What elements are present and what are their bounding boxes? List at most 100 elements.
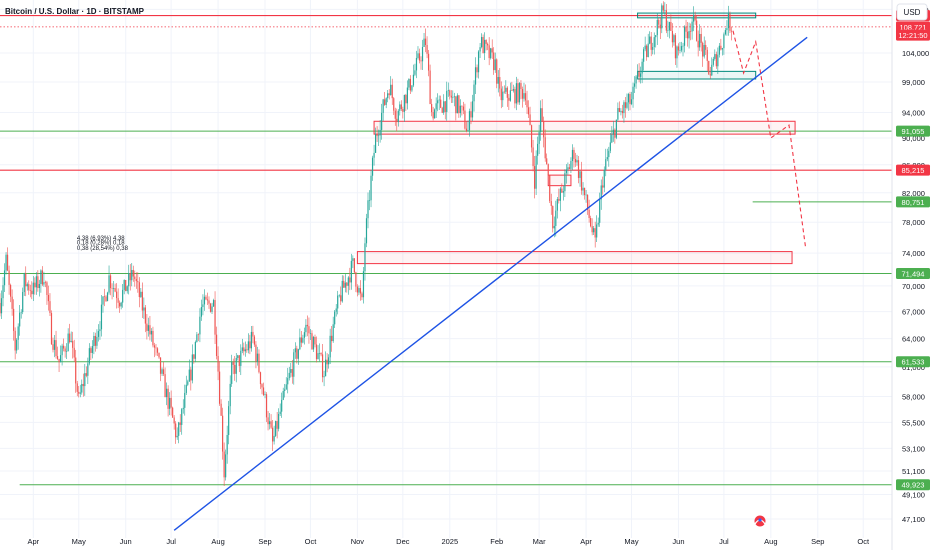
candle [494, 52, 496, 73]
candle [730, 26, 733, 41]
candle [399, 101, 401, 116]
candle-body [164, 374, 166, 398]
candle-body [693, 15, 695, 22]
candle-body [258, 353, 260, 373]
trendline [173, 36, 808, 531]
candle-body [600, 185, 602, 200]
candle-body [659, 24, 661, 29]
candle-body [11, 296, 13, 309]
price-axis-tick-label: 64,000 [902, 335, 925, 344]
candle [312, 335, 315, 352]
candle [712, 56, 714, 67]
candle-body [458, 95, 460, 114]
candle-body [717, 54, 719, 67]
candle-body [643, 49, 645, 62]
candle [621, 104, 624, 119]
candle-body [109, 275, 112, 289]
candle-body [78, 391, 80, 394]
candle-body [384, 99, 386, 105]
candle-body [334, 311, 336, 325]
candle-body [188, 369, 190, 382]
candle [84, 363, 86, 396]
candle [527, 100, 530, 119]
price-tag-bg [896, 125, 930, 137]
candle-body [623, 102, 625, 114]
time-axis[interactable]: Apr May Jun Jul Aug Sep Oct Nov Dec 2025 Feb Mar Apr… [27, 537, 869, 546]
candle [275, 420, 277, 437]
candle [700, 27, 702, 52]
candle [262, 382, 265, 397]
candle-body [297, 349, 299, 359]
candle-body [696, 20, 698, 41]
candle-body [488, 45, 490, 59]
price-axis-tick-label: 55,500 [902, 418, 925, 427]
candle [677, 43, 680, 56]
candle-body [141, 291, 143, 311]
candle [720, 38, 722, 51]
candle [81, 379, 83, 395]
candle [182, 399, 184, 414]
zone-range-low [637, 70, 757, 80]
candle [524, 84, 527, 105]
time-axis-tick-label: Sep [258, 537, 271, 546]
candle [250, 325, 252, 352]
candle [40, 269, 42, 293]
candle-body [567, 167, 569, 170]
zone-rectangles[interactable] [356, 12, 796, 265]
price-tag-label: 108,721 [899, 23, 926, 32]
candle [10, 283, 12, 303]
candle-body [374, 134, 377, 153]
candle [585, 189, 587, 203]
candle [240, 344, 242, 376]
candle [117, 288, 119, 309]
candle-body [81, 383, 83, 393]
candle-body [276, 421, 278, 429]
candle [576, 154, 578, 166]
candle-body [532, 147, 534, 167]
candle-body [553, 225, 555, 229]
candle-body [706, 49, 708, 61]
candle-body [72, 340, 74, 348]
drawings-layer[interactable] [173, 30, 808, 531]
candle-body [175, 423, 177, 438]
candle-body [606, 157, 608, 160]
candle-body [262, 387, 265, 395]
price-tag: 61,533 [896, 356, 930, 368]
candle-body [161, 369, 163, 374]
candle [414, 63, 416, 77]
candle-body [546, 158, 548, 165]
news-flag-icon[interactable] [754, 515, 766, 527]
candle [214, 291, 216, 344]
candle [491, 39, 493, 60]
candle-body [91, 346, 93, 353]
candle-body [144, 307, 146, 324]
candle-body [284, 389, 286, 391]
candle [222, 407, 224, 460]
candle [303, 327, 306, 345]
candle [694, 11, 696, 25]
candle-body [50, 313, 53, 345]
candle [577, 155, 580, 184]
projection-path [732, 30, 807, 249]
candlestick-series [0, 1, 733, 487]
time-axis-tick-label: May [72, 537, 86, 546]
candle [374, 127, 377, 153]
candle [421, 39, 424, 70]
candle-body [96, 336, 98, 346]
candle [617, 102, 619, 122]
currency-box[interactable] [896, 3, 928, 21]
time-axis-tick-label: Aug [211, 537, 224, 546]
candle-body [599, 199, 601, 223]
candle [579, 170, 581, 187]
candle-body [197, 334, 199, 336]
candle-body [303, 332, 306, 338]
candle [220, 399, 222, 417]
candle-body [411, 85, 413, 91]
candle-body [97, 331, 100, 337]
candle [685, 19, 687, 39]
candle [529, 106, 531, 126]
horizontal-levels[interactable] [0, 14, 892, 486]
candle-body [237, 355, 239, 358]
